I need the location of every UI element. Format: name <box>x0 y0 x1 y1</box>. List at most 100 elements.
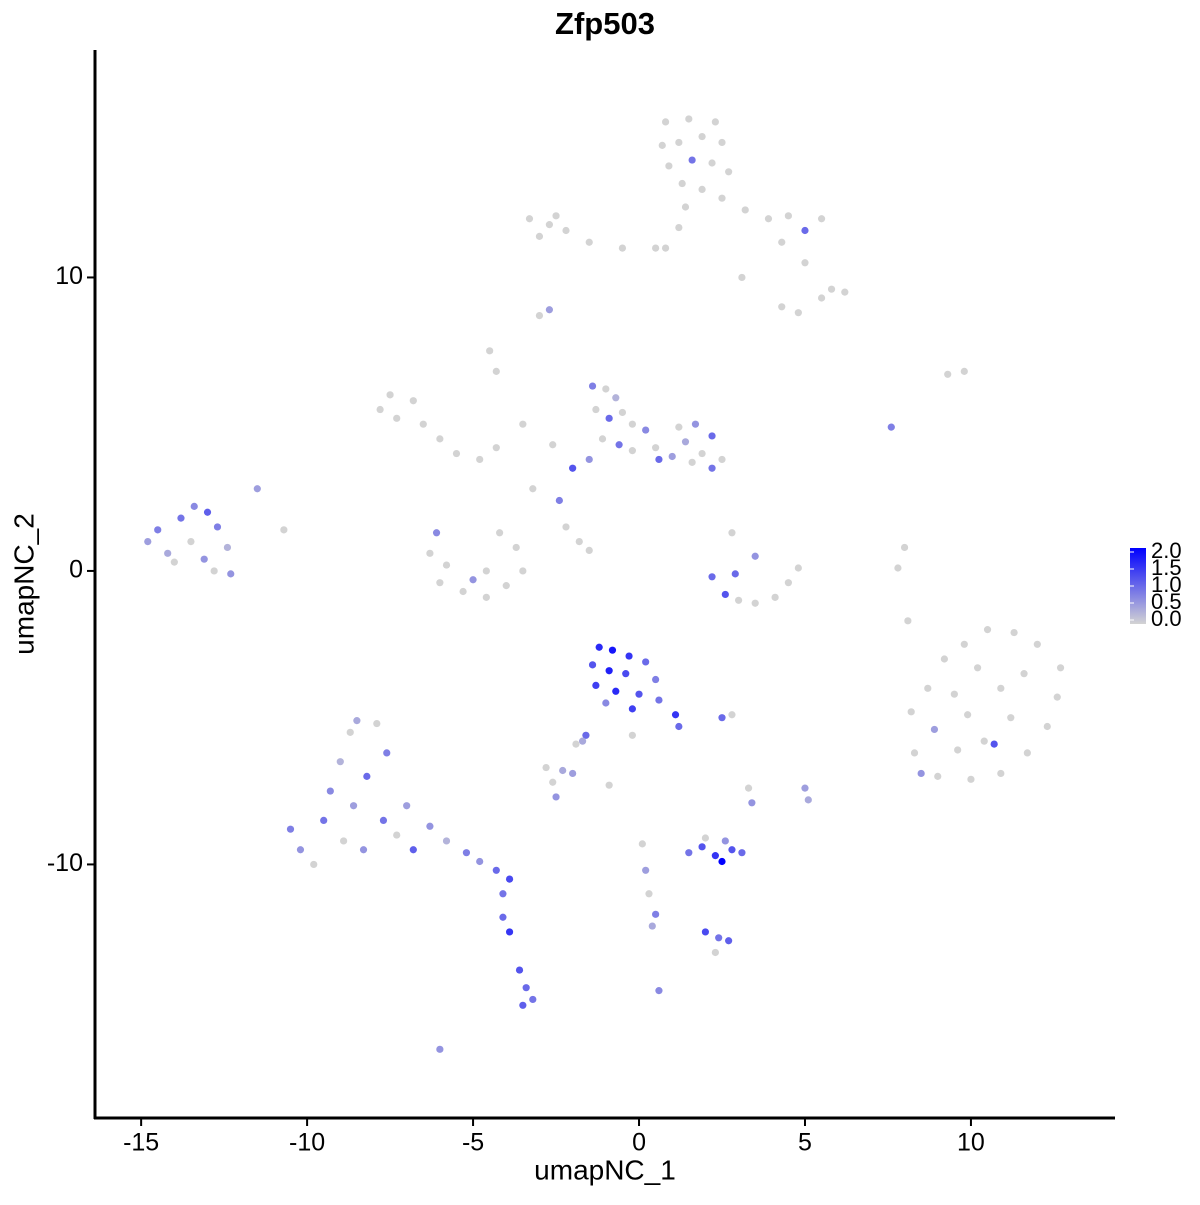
point <box>708 573 716 581</box>
point <box>373 719 381 728</box>
point <box>642 866 650 874</box>
point <box>585 455 593 464</box>
point <box>764 215 773 223</box>
point <box>648 922 656 930</box>
point <box>728 711 736 719</box>
point <box>751 599 759 607</box>
x-tick-label: 0 <box>632 1129 646 1157</box>
point <box>409 846 417 854</box>
point <box>894 564 902 572</box>
point <box>751 552 759 560</box>
point <box>535 232 544 240</box>
point <box>924 684 932 692</box>
point <box>349 802 358 810</box>
point <box>1053 693 1061 701</box>
point <box>545 221 554 229</box>
point <box>519 420 527 428</box>
point <box>628 420 636 428</box>
point <box>950 690 958 698</box>
point <box>549 441 557 449</box>
point <box>618 244 627 252</box>
point <box>635 690 643 698</box>
point <box>801 784 809 792</box>
point <box>784 579 792 587</box>
point <box>502 582 510 590</box>
point <box>525 215 534 223</box>
point <box>960 367 968 375</box>
point <box>542 763 550 772</box>
point <box>569 464 577 472</box>
point <box>718 138 726 147</box>
point <box>210 567 218 575</box>
points-layer <box>144 115 1065 1053</box>
point <box>213 523 222 531</box>
point <box>708 464 716 472</box>
point <box>469 576 477 584</box>
point <box>253 485 261 493</box>
point <box>887 423 895 431</box>
point <box>203 508 212 516</box>
point <box>575 537 583 546</box>
point <box>578 737 587 745</box>
point <box>688 458 696 466</box>
point <box>499 890 507 898</box>
colorbar <box>1130 548 1146 624</box>
point <box>642 426 650 434</box>
point <box>595 643 603 651</box>
point <box>582 731 590 739</box>
point <box>748 799 756 807</box>
point <box>326 787 334 795</box>
point <box>681 438 690 446</box>
x-tick-label: -15 <box>123 1129 159 1157</box>
point <box>605 414 613 422</box>
point <box>661 118 670 126</box>
y-tick-label: 10 <box>55 262 83 290</box>
point <box>778 303 786 311</box>
point <box>718 714 726 722</box>
point <box>353 717 361 725</box>
point <box>602 385 610 393</box>
point <box>801 226 809 235</box>
point <box>718 455 726 464</box>
point <box>711 852 719 860</box>
point <box>426 549 434 557</box>
point <box>1020 670 1028 678</box>
point <box>983 626 992 634</box>
point <box>515 966 524 974</box>
point <box>934 772 942 780</box>
point <box>681 203 690 211</box>
point <box>562 226 570 235</box>
point <box>691 420 700 428</box>
point <box>492 444 500 452</box>
point <box>462 849 471 857</box>
point <box>482 593 490 601</box>
point <box>154 526 162 534</box>
point <box>177 514 185 522</box>
point <box>529 995 537 1004</box>
x-tick-label: 10 <box>957 1129 985 1157</box>
point <box>907 708 915 716</box>
point <box>827 285 836 293</box>
point <box>642 658 650 666</box>
point <box>801 259 809 267</box>
point <box>1043 722 1051 731</box>
point <box>973 664 982 672</box>
point <box>555 496 563 505</box>
point <box>409 397 417 405</box>
point <box>655 696 663 704</box>
colorbar-tick-label: 1.0 <box>1151 572 1182 597</box>
colorbar-tick-label: 2.0 <box>1151 538 1182 563</box>
point <box>675 223 683 232</box>
point <box>190 502 198 510</box>
point <box>486 347 494 355</box>
point <box>741 206 749 214</box>
point <box>286 825 295 833</box>
point <box>170 558 178 566</box>
point <box>618 408 627 417</box>
point <box>665 162 673 170</box>
point <box>496 529 504 537</box>
point <box>1033 640 1041 648</box>
point <box>519 567 527 575</box>
point <box>346 728 354 736</box>
